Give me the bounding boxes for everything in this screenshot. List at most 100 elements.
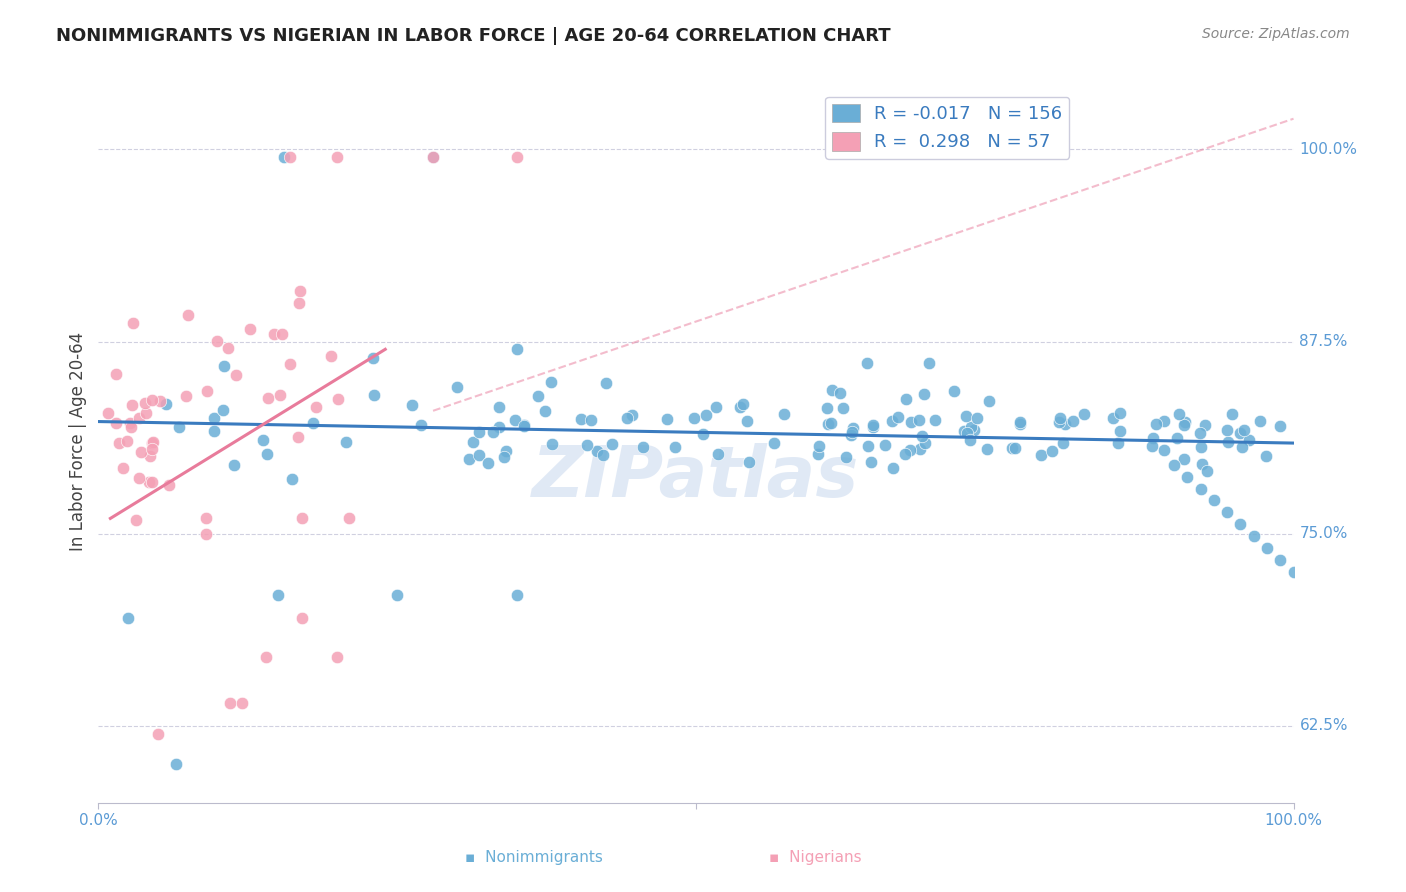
Point: [657, 412, 679, 426]
Point: [1268, 419, 1291, 434]
Point: [1049, 411, 1071, 425]
Point: [1153, 414, 1175, 428]
Point: [841, 425, 863, 440]
Text: 75.0%: 75.0%: [1299, 526, 1348, 541]
Point: [256, 392, 278, 406]
Point: [288, 295, 311, 310]
Point: [1202, 493, 1225, 508]
Text: Source: ZipAtlas.com: Source: ZipAtlas.com: [1202, 27, 1350, 41]
Point: [157, 478, 180, 492]
Point: [120, 420, 142, 434]
Point: [141, 435, 163, 450]
Point: [1191, 457, 1213, 471]
Point: [918, 356, 941, 370]
Point: [1256, 541, 1278, 556]
Point: [856, 356, 879, 370]
Point: [966, 410, 988, 425]
Point: [1216, 424, 1239, 438]
Point: [269, 388, 291, 402]
Point: [963, 423, 986, 437]
Point: [263, 326, 285, 341]
Point: [585, 443, 607, 458]
Point: [141, 442, 163, 457]
Point: [912, 387, 935, 401]
Point: [219, 696, 242, 710]
Point: [291, 611, 314, 625]
Point: [682, 411, 704, 425]
Text: ▪  Nonimmigrants: ▪ Nonimmigrants: [465, 850, 603, 865]
Point: [512, 417, 534, 432]
Point: [1153, 443, 1175, 458]
Point: [195, 526, 218, 541]
Point: [581, 413, 603, 427]
Point: [239, 322, 262, 336]
Point: [707, 447, 730, 461]
Point: [621, 409, 644, 423]
Point: [1031, 448, 1053, 462]
Point: [737, 414, 759, 428]
Point: [252, 433, 274, 447]
Point: [128, 471, 150, 485]
Point: [1004, 442, 1026, 456]
Point: [695, 409, 717, 423]
Point: [138, 475, 160, 490]
Point: [141, 475, 163, 489]
Point: [911, 429, 934, 443]
Point: [112, 461, 135, 475]
Point: [202, 410, 225, 425]
Point: [821, 384, 844, 398]
Point: [231, 696, 253, 710]
Point: [859, 455, 882, 469]
Point: [135, 406, 157, 420]
Point: [177, 308, 200, 322]
Point: [115, 434, 138, 448]
Point: [820, 417, 842, 431]
Point: [1008, 417, 1031, 432]
Point: [506, 150, 529, 164]
Point: [422, 150, 444, 164]
Point: [1220, 407, 1243, 421]
Point: [862, 417, 884, 432]
Point: [943, 384, 966, 399]
Point: [893, 447, 915, 461]
Point: [174, 389, 197, 403]
Point: [907, 413, 929, 427]
Point: [1229, 425, 1251, 440]
Point: [513, 418, 536, 433]
Point: [959, 433, 981, 447]
Point: [117, 611, 139, 625]
Point: [141, 392, 163, 407]
Point: [281, 472, 304, 486]
Point: [1256, 449, 1278, 463]
Point: [914, 435, 936, 450]
Point: [326, 649, 349, 664]
Point: [762, 435, 785, 450]
Point: [1249, 414, 1271, 428]
Point: [457, 451, 479, 466]
Point: [738, 455, 761, 469]
Point: [1108, 406, 1130, 420]
Point: [592, 448, 614, 462]
Point: [481, 425, 503, 440]
Point: [305, 401, 328, 415]
Point: [167, 420, 190, 434]
Point: [924, 413, 946, 427]
Point: [692, 426, 714, 441]
Point: [134, 396, 156, 410]
Point: [1008, 415, 1031, 429]
Point: [401, 398, 423, 412]
Text: 87.5%: 87.5%: [1299, 334, 1348, 349]
Point: [1047, 415, 1070, 429]
Point: [363, 387, 385, 401]
Point: [463, 434, 485, 449]
Point: [1107, 435, 1129, 450]
Point: [953, 424, 976, 438]
Point: [956, 425, 979, 440]
Point: [1173, 452, 1195, 467]
Text: 62.5%: 62.5%: [1299, 718, 1348, 733]
Point: [326, 150, 349, 164]
Point: [976, 442, 998, 457]
Point: [409, 417, 432, 432]
Point: [817, 401, 839, 415]
Point: [882, 461, 904, 475]
